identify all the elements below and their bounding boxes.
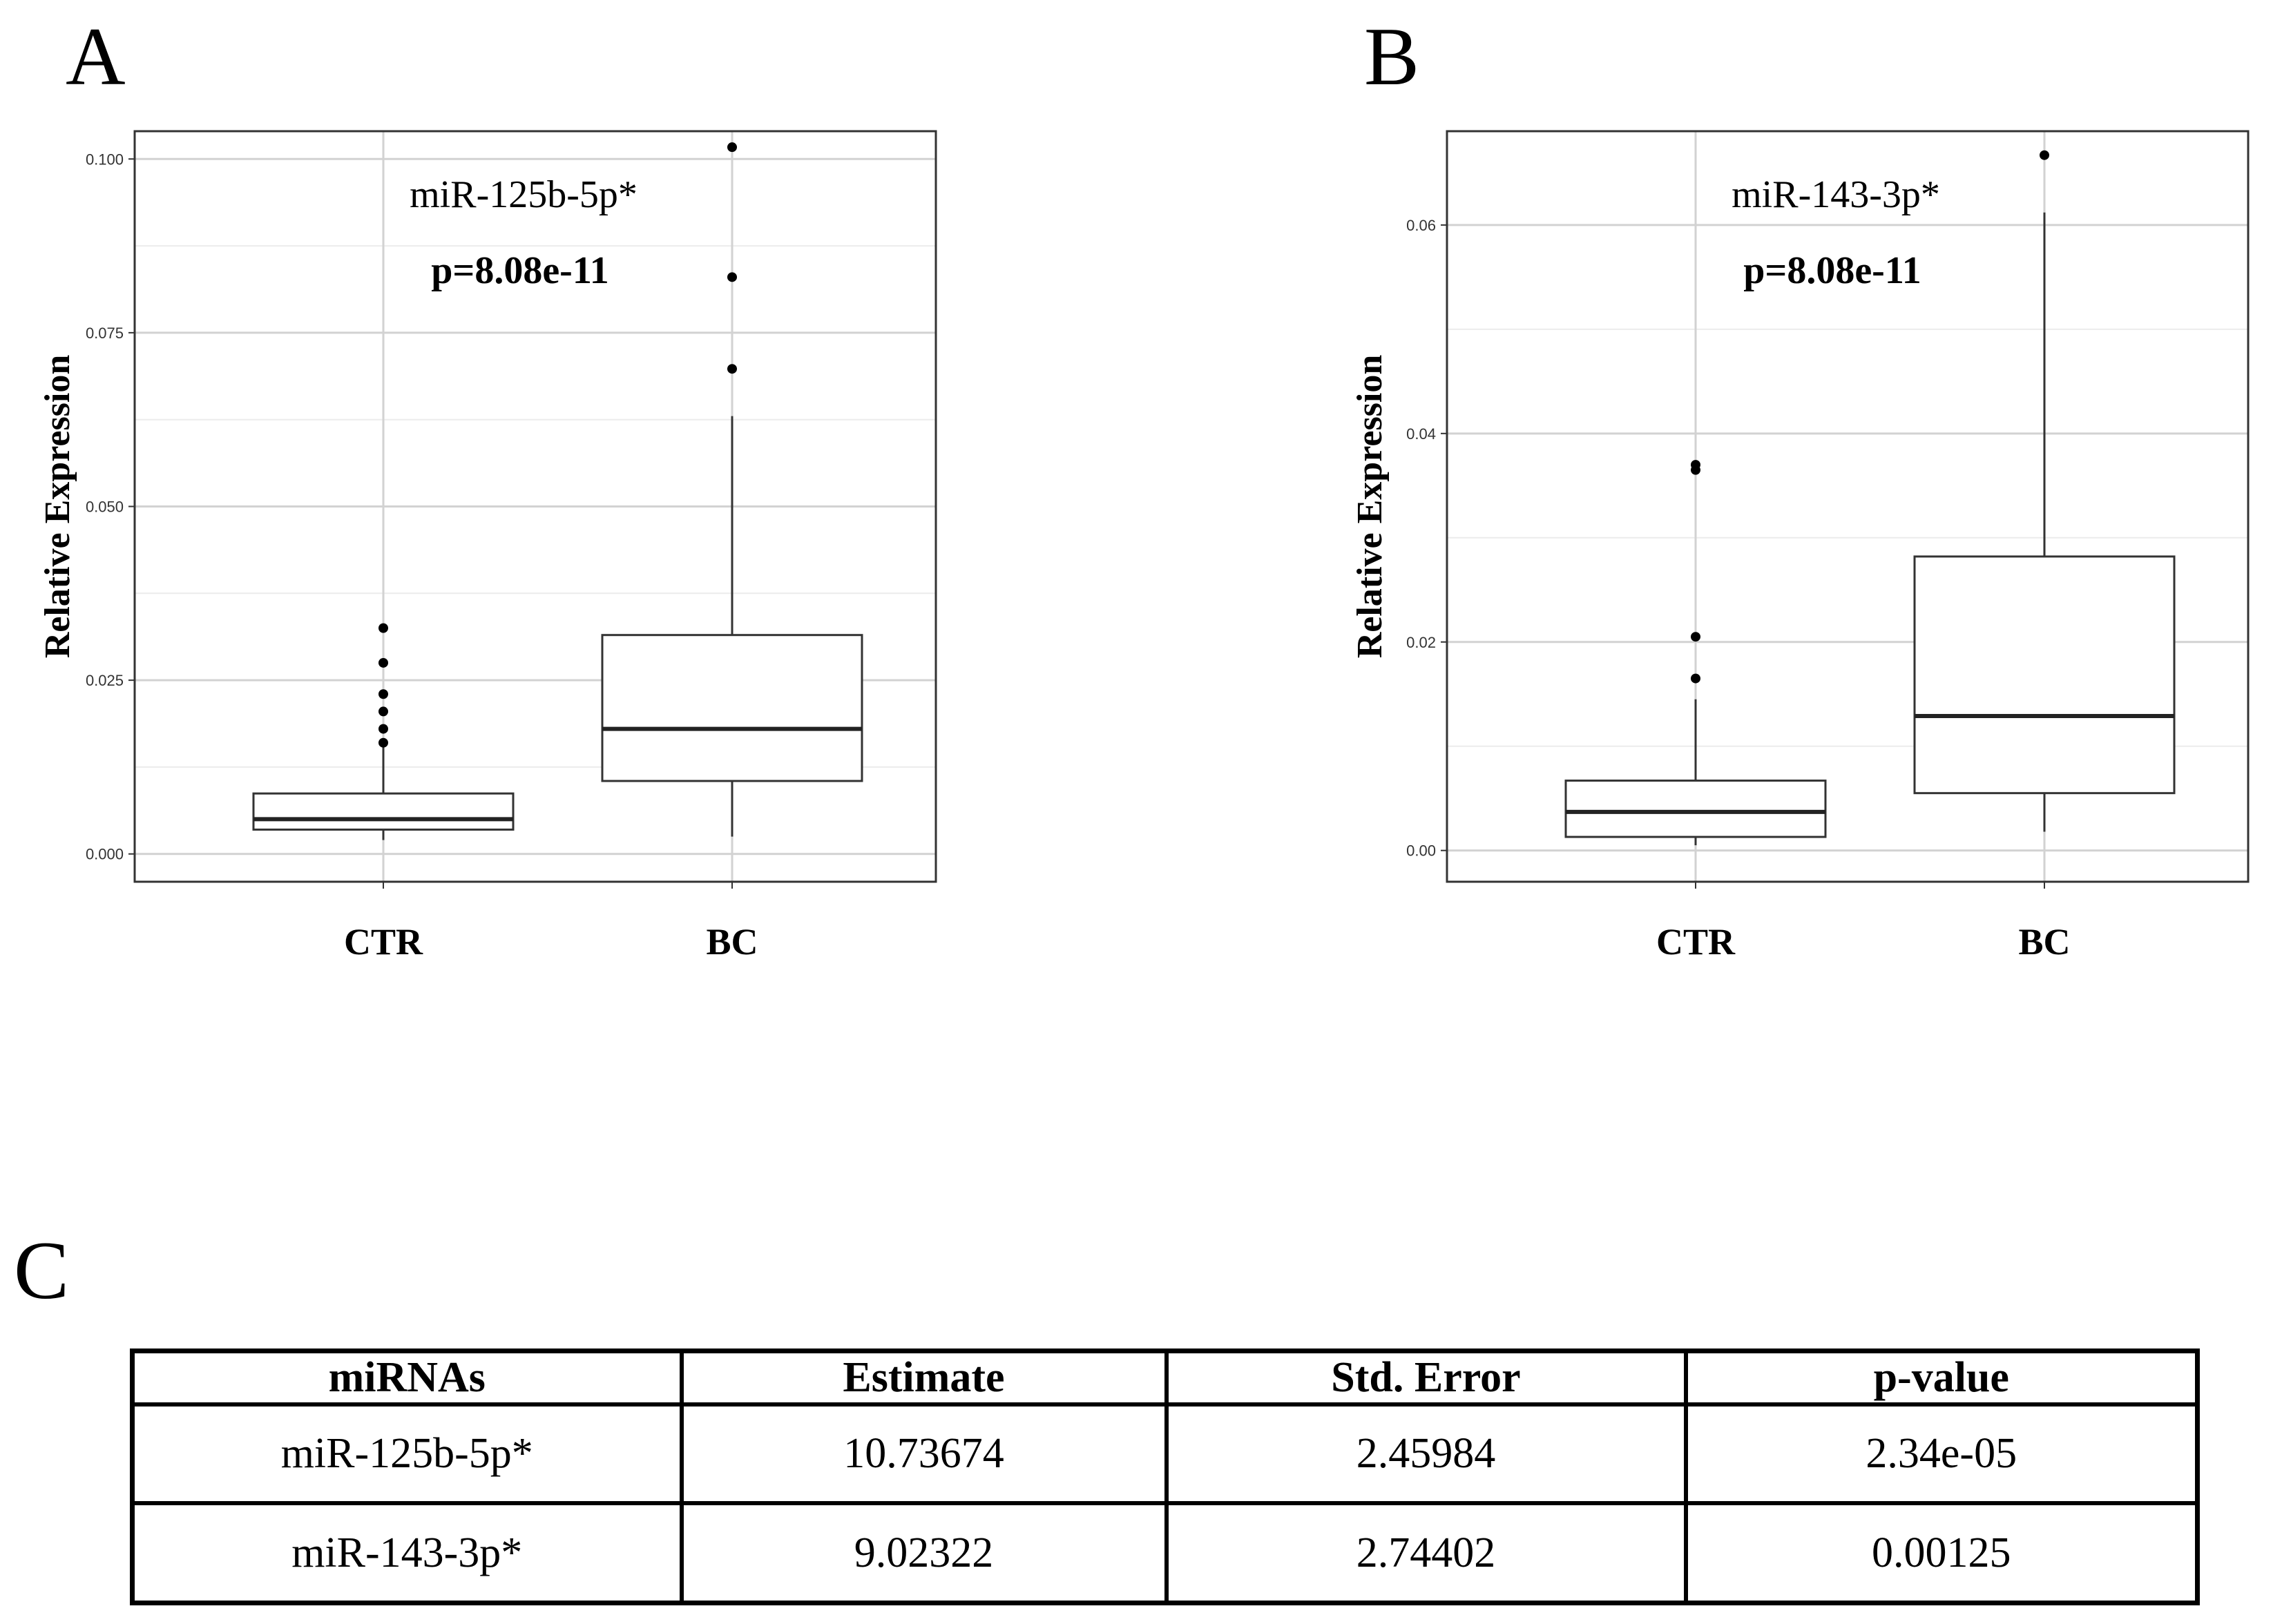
table-header-row: miRNAs Estimate Std. Error p-value <box>130 1348 2200 1406</box>
outlier-point <box>378 689 388 699</box>
outlier-point <box>727 142 737 153</box>
outlier-point <box>378 737 388 748</box>
table-cell: 10.73674 <box>679 1402 1169 1506</box>
outlier-point <box>378 623 388 633</box>
p-value-annotation: p=8.08e-11 <box>431 249 608 292</box>
y-tick-label: 0.050 <box>86 499 124 516</box>
outlier-point <box>2040 150 2049 160</box>
panel-label-b: B <box>1364 10 1420 102</box>
y-tick-label: 0.100 <box>86 151 124 168</box>
outlier-point <box>378 724 388 734</box>
table-cell: 2.45984 <box>1164 1402 1688 1506</box>
box-bc <box>1913 555 2176 795</box>
header-estimate: Estimate <box>679 1348 1169 1406</box>
x-category-label: BC <box>706 921 758 963</box>
y-tick-label: 0.04 <box>1406 425 1436 443</box>
y-axis-label: Relative Expression <box>1350 355 1390 659</box>
table-cell: 2.74402 <box>1164 1501 1688 1605</box>
outlier-point <box>1691 632 1700 642</box>
header-std-error: Std. Error <box>1164 1348 1688 1406</box>
y-tick-label: 0.06 <box>1406 217 1436 234</box>
mirna-annotation: miR-143-3p* <box>1732 173 1940 216</box>
box-ctr <box>252 792 515 831</box>
box-ctr <box>1564 780 1827 838</box>
x-category-label: BC <box>2018 921 2070 963</box>
y-tick-label: 0.075 <box>86 325 124 342</box>
outlier-point <box>1691 673 1700 684</box>
y-tick-label: 0.000 <box>86 846 124 863</box>
p-value-annotation: p=8.08e-11 <box>1743 249 1921 292</box>
plot-border <box>1446 130 2250 883</box>
y-tick-label: 0.025 <box>86 672 124 689</box>
y-tick-label: 0.02 <box>1406 634 1436 651</box>
boxplot-chart-b: 0.00 0.02 0.04 0.06 CTR BC miR-143-3p* p=8.08e-… <box>1350 130 2250 963</box>
regression-table: miRNAs Estimate Std. Error p-value miR-1… <box>130 1348 2200 1605</box>
outlier-point <box>378 657 388 668</box>
x-category-label: CTR <box>344 921 423 963</box>
y-axis-label: Relative Expression <box>38 355 77 659</box>
header-mirnas: miRNAs <box>130 1348 684 1406</box>
mirna-annotation: miR-125b-5p* <box>410 173 637 216</box>
table-cell: 9.02322 <box>679 1501 1169 1605</box>
table-cell: miR-125b-5p* <box>130 1402 684 1506</box>
table-row: miR-143-3p* 9.02322 2.74402 0.00125 <box>130 1501 2200 1605</box>
panel-label-c: C <box>14 1224 70 1316</box>
table-cell: miR-143-3p* <box>130 1501 684 1605</box>
outlier-point <box>378 706 388 717</box>
table-cell: 2.34e-05 <box>1683 1402 2200 1506</box>
table-cell: 0.00125 <box>1683 1501 2200 1605</box>
table-row: miR-125b-5p* 10.73674 2.45984 2.34e-05 <box>130 1402 2200 1506</box>
box-bc <box>601 634 863 782</box>
panel-label-a: A <box>66 10 126 102</box>
plot-border <box>133 130 937 883</box>
boxplot-chart-a: 0.000 0.025 0.050 0.075 0.100 CTR BC miR-125b-5… <box>38 130 937 963</box>
y-tick-label: 0.00 <box>1406 842 1436 860</box>
outlier-point <box>727 272 737 282</box>
outlier-point <box>727 364 737 374</box>
x-category-label: CTR <box>1656 921 1736 963</box>
header-p-value: p-value <box>1683 1348 2200 1406</box>
outlier-point <box>1691 460 1700 470</box>
